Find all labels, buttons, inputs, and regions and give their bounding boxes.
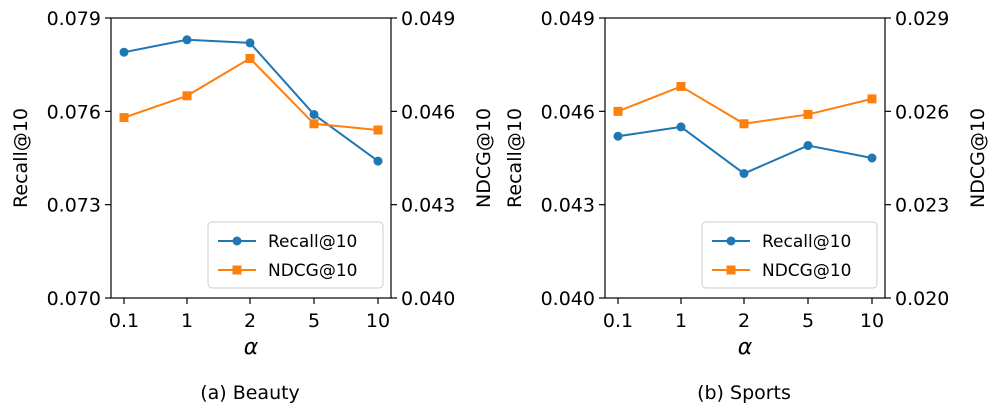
x-tick-label: 0.1: [109, 310, 139, 332]
legend-label: Recall@10: [762, 232, 851, 252]
legend-marker-ndcg-10: [232, 265, 242, 275]
data-point-recall-10: [245, 38, 255, 48]
x-tick-label: 0.1: [603, 310, 633, 332]
x-tick-label: 5: [802, 310, 814, 332]
y-left-tick-label: 0.040: [541, 288, 595, 310]
series-line-ndcg-10: [123, 57, 379, 131]
x-tick-label: 2: [738, 310, 750, 332]
legend-marker-recall-10: [232, 236, 242, 246]
y-left-tick-label: 0.073: [47, 195, 101, 217]
legend-label: NDCG@10: [268, 261, 357, 281]
y-right-tick-label: 0.029: [895, 8, 949, 30]
plot-frame: [110, 17, 392, 299]
y-right-axis-label: NDCG@10: [473, 108, 495, 208]
x-tick-label: 10: [366, 310, 390, 332]
y-left-axis-label: Recall@10: [10, 108, 32, 208]
y-right-tick-label: 0.043: [401, 195, 455, 217]
x-axis-label: α: [244, 335, 259, 360]
data-point-ndcg-10: [676, 81, 686, 91]
x-axis-label: α: [738, 335, 753, 360]
legend-label: Recall@10: [268, 232, 357, 252]
x-tick-label: 1: [675, 310, 687, 332]
legend-label: NDCG@10: [762, 261, 851, 281]
legend-marker-ndcg-10: [726, 265, 736, 275]
series-line-ndcg-10: [617, 85, 873, 125]
plot-frame: [604, 17, 886, 299]
data-point-recall-10: [613, 131, 623, 141]
chart-panel-1: 0.070 0.073 0.076 0.079 0.040 0.043 0.046 0.049…: [10, 8, 495, 404]
y-right-tick-label: 0.020: [895, 288, 949, 310]
data-point-recall-10: [867, 153, 877, 163]
data-point-ndcg-10: [867, 94, 877, 104]
data-point-recall-10: [309, 109, 319, 119]
y-left-tick-label: 0.070: [47, 288, 101, 310]
y-left-tick-label: 0.049: [541, 8, 595, 30]
y-left-tick-label: 0.079: [47, 8, 101, 30]
data-point-recall-10: [676, 122, 686, 132]
data-point-ndcg-10: [613, 106, 623, 116]
data-point-recall-10: [803, 141, 813, 151]
x-tick-label: 1: [181, 310, 193, 332]
data-point-recall-10: [182, 35, 192, 45]
data-point-ndcg-10: [245, 53, 255, 63]
y-right-tick-label: 0.049: [401, 8, 455, 30]
y-left-axis-label: Recall@10: [504, 108, 526, 208]
y-left-tick-label: 0.046: [541, 101, 595, 123]
x-tick-label: 5: [308, 310, 320, 332]
y-right-tick-label: 0.040: [401, 288, 455, 310]
series-line-recall-10: [617, 125, 873, 175]
panel-caption: (b) Sports: [697, 382, 791, 404]
data-point-recall-10: [373, 156, 383, 166]
legend-box: [701, 221, 878, 289]
data-point-ndcg-10: [182, 91, 192, 101]
data-point-recall-10: [119, 47, 129, 57]
legend-marker-recall-10: [726, 236, 736, 246]
data-point-ndcg-10: [803, 109, 813, 119]
legend-box: [207, 221, 384, 289]
data-point-ndcg-10: [739, 119, 749, 129]
y-right-tick-label: 0.023: [895, 195, 949, 217]
y-right-tick-label: 0.046: [401, 101, 455, 123]
y-right-axis-label: NDCG@10: [967, 108, 989, 208]
data-point-ndcg-10: [373, 125, 383, 135]
panel-caption: (a) Beauty: [200, 382, 300, 404]
data-point-recall-10: [739, 169, 749, 179]
y-right-tick-label: 0.026: [895, 101, 949, 123]
data-point-ndcg-10: [119, 113, 129, 123]
data-point-ndcg-10: [309, 119, 319, 129]
x-tick-label: 10: [860, 310, 884, 332]
x-tick-label: 2: [244, 310, 256, 332]
chart-panel-2: 0.040 0.043 0.046 0.049 0.020 0.023 0.026 0.029…: [504, 8, 989, 404]
y-left-tick-label: 0.076: [47, 101, 101, 123]
y-left-tick-label: 0.043: [541, 195, 595, 217]
